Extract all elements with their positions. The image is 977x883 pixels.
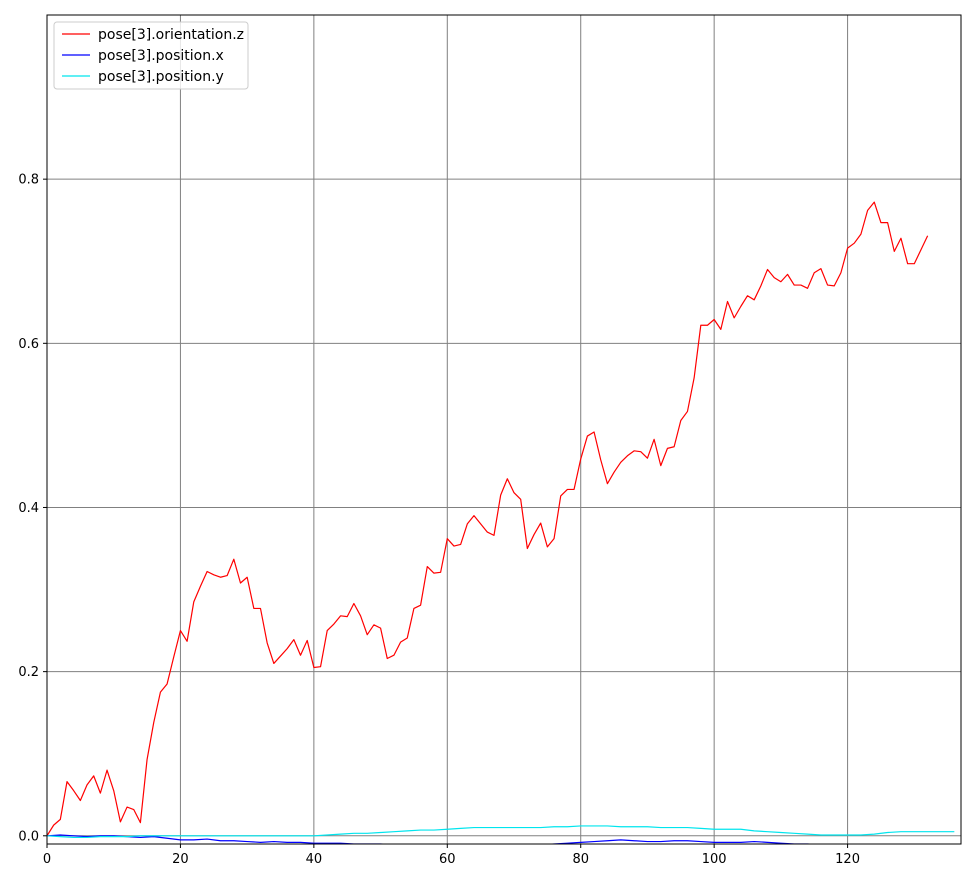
plot-background bbox=[47, 15, 961, 844]
x-tick-label: 20 bbox=[172, 852, 189, 867]
x-tick-label: 40 bbox=[306, 852, 323, 867]
series-line-1 bbox=[47, 834, 818, 844]
y-tick-label: 0.2 bbox=[18, 665, 39, 680]
series-line-2 bbox=[47, 825, 955, 839]
y-axis-ticks: 0.0 0.2 0.4 0.6 0.8 bbox=[18, 173, 47, 844]
x-tick-label: 0 bbox=[43, 852, 51, 867]
legend-label: pose[3].orientation.z bbox=[98, 27, 244, 43]
legend-entry: pose[3].orientation.z bbox=[62, 27, 244, 43]
legend-frame bbox=[53, 21, 249, 90]
x-tick-label: 120 bbox=[835, 852, 860, 867]
legend-entry: pose[3].position.x bbox=[62, 48, 224, 64]
series-lines bbox=[47, 201, 955, 844]
y-tick-label: 0.4 bbox=[18, 501, 39, 516]
x-axis-ticks: 0 20 40 60 80 100 120 bbox=[43, 844, 860, 867]
y-tick-label: 0.0 bbox=[18, 829, 39, 844]
plot-frame bbox=[46, 14, 962, 845]
series-line-0 bbox=[47, 201, 929, 837]
x-tick-label: 60 bbox=[439, 852, 456, 867]
y-tick-label: 0.8 bbox=[18, 173, 39, 188]
x-tick-label: 80 bbox=[572, 852, 589, 867]
legend-label: pose[3].position.x bbox=[98, 48, 224, 64]
legend-entry: pose[3].position.y bbox=[62, 69, 224, 85]
x-tick-label: 100 bbox=[702, 852, 727, 867]
legend-label: pose[3].position.y bbox=[98, 69, 224, 85]
y-tick-label: 0.6 bbox=[18, 337, 39, 352]
legend: pose[3].orientation.z pose[3].position.x… bbox=[53, 21, 249, 90]
plot-area bbox=[46, 14, 962, 845]
